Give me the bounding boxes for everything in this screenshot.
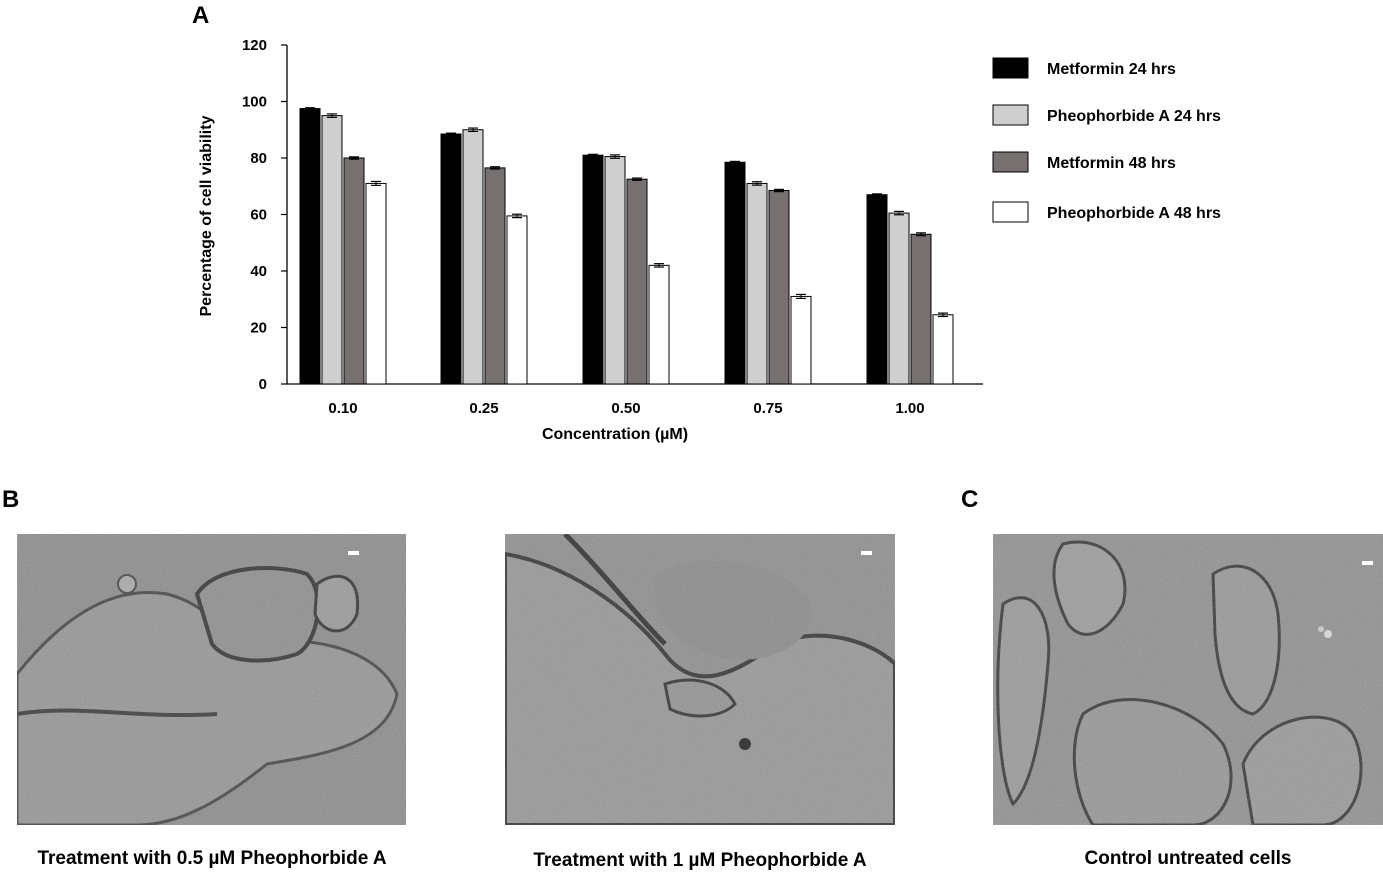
bar [321, 115, 343, 385]
bar [299, 108, 321, 385]
legend-label: Pheophorbide A 24 hrs [1047, 108, 1221, 125]
bar [604, 156, 626, 385]
y-tick-label: 60 [250, 207, 267, 224]
bar [724, 161, 746, 385]
bar [910, 233, 932, 385]
caption-0.5uM: Treatment with 0.5 µM Pheophorbide A [37, 848, 387, 869]
panel-label-a: A [192, 2, 210, 29]
y-tick-label: 0 [259, 376, 267, 393]
y-axis-label: Percentage of cell viability [198, 115, 215, 316]
micrograph-1uM [505, 534, 895, 825]
legend-label: Pheophorbide A 48 hrs [1047, 205, 1221, 222]
y-tick-label: 80 [250, 150, 267, 167]
bar [343, 157, 365, 385]
bar [888, 212, 910, 385]
scale-bar [348, 551, 359, 555]
bar [626, 178, 648, 385]
caption-1uM: Treatment with 1 µM Pheophorbide A [533, 850, 867, 871]
legend-swatch [992, 201, 1029, 223]
bar [582, 154, 604, 385]
scale-bar [861, 551, 872, 555]
y-tick-label: 120 [242, 37, 267, 54]
x-axis-label: Concentration (µM) [542, 426, 688, 443]
bar [462, 129, 484, 385]
x-tick-label: 0.75 [753, 400, 782, 417]
bar [866, 194, 888, 385]
micrograph-control [993, 534, 1383, 825]
x-tick-label: 0.10 [328, 400, 357, 417]
bar [790, 295, 812, 385]
bar [648, 264, 670, 385]
panel-label-b: B [2, 486, 20, 513]
x-tick-label: 0.25 [469, 400, 498, 417]
legend-swatch [992, 57, 1029, 79]
y-tick-label: 40 [250, 263, 267, 280]
legend-label: Metformin 48 hrs [1047, 155, 1176, 172]
bar-chart: 0 20 40 60 80 100 120 0.10 0.25 0.50 0.75 1.00 Conce… [198, 37, 1221, 443]
legend-swatch [992, 104, 1029, 126]
bar [484, 167, 506, 385]
y-tick-label: 20 [250, 320, 267, 337]
legend-swatch [992, 151, 1029, 173]
bar [506, 215, 528, 385]
micrograph-0.5uM [17, 534, 406, 825]
y-tick-label: 100 [242, 94, 267, 111]
legend-label: Metformin 24 hrs [1047, 61, 1176, 78]
x-tick-label: 1.00 [895, 400, 924, 417]
scale-bar [1362, 561, 1373, 565]
bar [365, 182, 387, 385]
bar [932, 314, 954, 385]
bar [440, 133, 462, 385]
caption-control: Control untreated cells [1084, 848, 1292, 869]
x-tick-label: 0.50 [611, 400, 640, 417]
panel-label-c: C [961, 486, 979, 513]
bar [768, 189, 790, 385]
bar [746, 182, 768, 385]
